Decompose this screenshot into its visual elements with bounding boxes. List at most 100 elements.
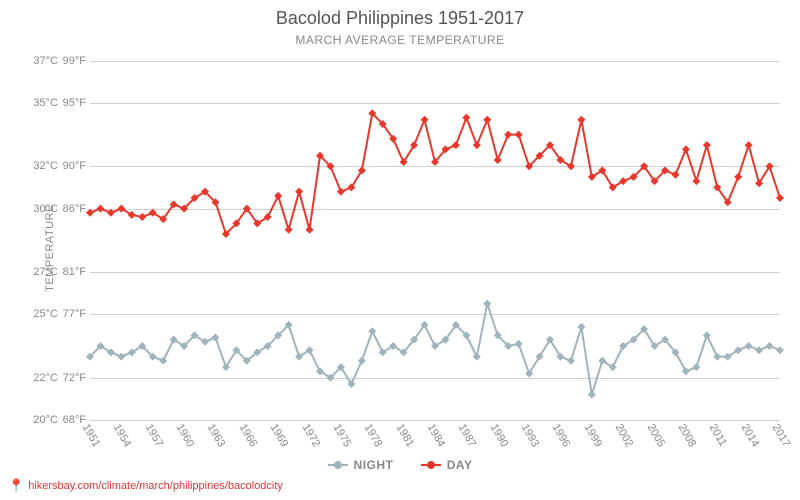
series-marker-night: [473, 353, 481, 361]
series-marker-day: [577, 116, 585, 124]
series-marker-day: [295, 188, 303, 196]
series-marker-day: [504, 131, 512, 139]
xtick: 1990: [487, 422, 510, 449]
ytick-fahrenheit: 95°F: [60, 97, 86, 109]
ytick-fahrenheit: 68°F: [60, 414, 86, 426]
series-marker-day: [337, 188, 345, 196]
ytick-fahrenheit: 81°F: [60, 266, 86, 278]
series-marker-night: [117, 353, 125, 361]
xtick: 1999: [581, 422, 604, 449]
chart-title: Bacolod Philippines 1951-2017: [0, 0, 800, 29]
series-marker-night: [692, 363, 700, 371]
series-marker-night: [368, 327, 376, 335]
xtick: 1987: [456, 422, 479, 449]
legend: Night Day: [0, 455, 800, 472]
xtick: 1963: [205, 422, 228, 449]
series-marker-day: [306, 226, 314, 234]
legend-label-night: Night: [354, 458, 394, 472]
series-marker-day: [515, 131, 523, 139]
series-marker-night: [703, 331, 711, 339]
series-marker-night: [745, 342, 753, 350]
chart-svg: [90, 50, 780, 420]
xtick: 1951: [80, 422, 103, 449]
xtick: 1984: [425, 422, 448, 449]
series-marker-day: [494, 156, 502, 164]
location-pin-icon: 📍: [8, 478, 24, 494]
xtick: 2011: [707, 422, 729, 448]
xtick: 1954: [111, 422, 134, 449]
ytick-celsius: 25°C: [28, 308, 58, 320]
series-marker-day: [274, 192, 282, 200]
xtick: 2014: [738, 422, 761, 449]
xtick: 1972: [299, 422, 322, 449]
xtick: 2008: [676, 422, 699, 449]
ytick-celsius: 37°C: [28, 55, 58, 67]
chart-subtitle: March Average Temperature: [0, 29, 800, 47]
ytick-celsius: 35°C: [28, 97, 58, 109]
source-url: hikersbay.com/climate/march/philippines/…: [28, 480, 283, 492]
series-marker-day: [692, 177, 700, 185]
xtick: 1993: [519, 422, 542, 449]
ytick-celsius: 27°C: [28, 266, 58, 278]
legend-item-night: Night: [328, 458, 394, 472]
ytick-celsius: 20°C: [28, 414, 58, 426]
xtick: 1960: [174, 422, 197, 449]
series-marker-day: [138, 213, 146, 221]
series-marker-night: [159, 357, 167, 365]
series-marker-day: [671, 171, 679, 179]
series-marker-night: [776, 346, 784, 354]
ytick-fahrenheit: 99°F: [60, 55, 86, 67]
xtick: 1981: [393, 422, 416, 449]
series-marker-night: [588, 391, 596, 399]
series-marker-night: [755, 346, 763, 354]
series-marker-night: [682, 367, 690, 375]
series-marker-day: [734, 173, 742, 181]
series-marker-night: [766, 342, 774, 350]
series-marker-day: [682, 145, 690, 153]
series-marker-night: [483, 300, 491, 308]
source-link[interactable]: 📍 hikersbay.com/climate/march/philippine…: [8, 478, 283, 494]
legend-label-day: Day: [447, 458, 473, 472]
series-marker-day: [421, 116, 429, 124]
xtick: 1978: [362, 422, 385, 449]
xtick: 1957: [142, 422, 165, 449]
series-marker-night: [358, 357, 366, 365]
xtick: 1966: [236, 422, 259, 449]
legend-item-day: Day: [421, 458, 473, 472]
x-axis: 1951195419571960196319661969197219751978…: [90, 420, 780, 450]
series-marker-day: [96, 205, 104, 213]
chart-area: Temperature 20°C68°F22°C72°F25°C77°F27°C…: [0, 50, 800, 445]
ytick-fahrenheit: 72°F: [60, 372, 86, 384]
legend-marker-night: [328, 464, 348, 466]
series-marker-day: [776, 194, 784, 202]
series-marker-day: [285, 226, 293, 234]
series-marker-night: [713, 353, 721, 361]
series-marker-day: [703, 141, 711, 149]
series-marker-day: [483, 116, 491, 124]
plot-area: 20°C68°F22°C72°F25°C77°F27°C81°F30°C86°F…: [90, 50, 780, 420]
series-marker-day: [745, 141, 753, 149]
xtick: 1969: [268, 422, 291, 449]
series-marker-day: [452, 141, 460, 149]
series-marker-night: [577, 323, 585, 331]
xtick: 1996: [550, 422, 573, 449]
ytick-celsius: 32°C: [28, 160, 58, 172]
y-axis-label: Temperature: [44, 204, 56, 292]
series-marker-day: [462, 114, 470, 122]
series-marker-night: [567, 357, 575, 365]
xtick: 2005: [644, 422, 667, 449]
ytick-fahrenheit: 86°F: [60, 203, 86, 215]
xtick: 2017: [770, 422, 793, 449]
series-marker-day: [86, 209, 94, 217]
ytick-celsius: 22°C: [28, 372, 58, 384]
xtick: 1975: [331, 422, 354, 449]
series-marker-day: [473, 141, 481, 149]
ytick-celsius: 30°C: [28, 203, 58, 215]
legend-marker-day: [421, 464, 441, 466]
series-marker-night: [211, 334, 219, 342]
series-marker-night: [515, 340, 523, 348]
xtick: 2002: [613, 422, 636, 449]
series-marker-day: [107, 209, 115, 217]
ytick-fahrenheit: 77°F: [60, 308, 86, 320]
ytick-fahrenheit: 90°F: [60, 160, 86, 172]
